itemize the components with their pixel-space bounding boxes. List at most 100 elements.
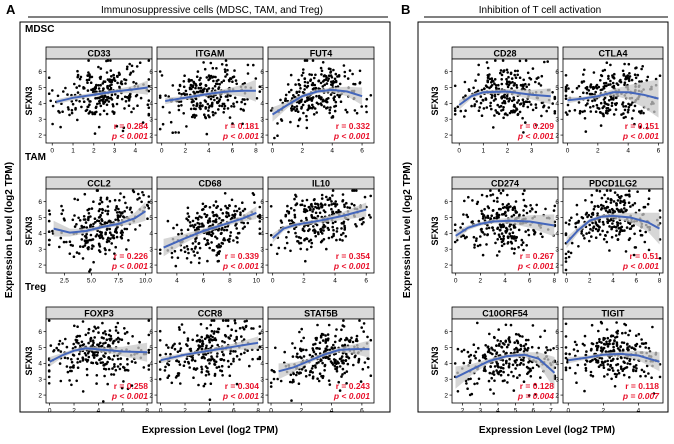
data-point [616,332,619,335]
data-point [74,108,77,111]
data-point [325,195,328,199]
data-point [61,209,65,212]
data-point [71,218,75,222]
data-point [102,342,105,345]
y-tick-label: 3 [555,247,559,254]
data-point [73,82,76,86]
data-point [519,358,523,362]
data-point [109,59,112,62]
data-point [540,74,544,78]
data-point [552,209,556,212]
data-point [106,209,110,213]
data-point [516,341,520,345]
data-point [303,77,307,80]
y-tick-label: 2 [260,262,264,269]
data-point [94,86,97,90]
data-point [594,110,598,113]
data-point [62,217,66,220]
data-point [332,358,336,361]
data-point [603,102,607,105]
data-point [524,82,527,86]
data-point [513,69,517,73]
data-point [138,61,142,64]
data-point [633,202,637,205]
data-point [183,246,186,249]
data-point [82,86,85,89]
data-point [467,355,471,358]
data-point [360,217,364,221]
data-point [283,350,287,354]
data-point [84,358,88,361]
data-point [618,233,621,236]
data-point [116,365,120,368]
data-point [634,334,638,338]
data-point [303,204,307,208]
x-tick-label: 2 [479,278,483,285]
data-point [634,343,637,347]
data-point [82,218,86,221]
data-point [86,89,90,92]
data-point [567,255,571,259]
data-point [516,376,519,380]
y-gene-label: SFXN3 [24,216,34,245]
data-point [598,337,601,341]
y-tick-label: 2 [260,132,264,139]
confidence-band [56,80,148,105]
data-point [483,233,486,236]
data-point [317,203,320,207]
data-point [171,344,175,347]
data-point [497,372,500,376]
data-point [501,189,505,192]
data-point [270,368,274,372]
data-point [585,87,589,91]
data-point [111,110,114,113]
data-point [331,225,335,229]
data-point [335,238,338,242]
data-point [141,191,144,194]
data-point [564,74,568,77]
data-point [170,256,174,259]
data-point [333,109,337,113]
data-point [590,215,593,219]
data-point [615,373,619,376]
data-point [330,235,334,239]
data-point [224,59,228,62]
data-point [279,379,283,383]
data-point [524,342,528,346]
data-point [327,236,331,240]
data-point [623,83,626,86]
data-point [604,350,608,353]
data-point [81,343,84,347]
data-point [226,359,230,363]
data-point [220,228,223,231]
data-point [640,109,643,113]
data-point [177,374,180,377]
data-point [320,197,324,200]
data-point [584,366,588,370]
data-point [100,231,103,234]
data-point [313,107,317,110]
data-point [339,337,343,341]
data-point [322,229,325,232]
data-point [113,79,117,82]
data-point [87,341,90,345]
data-point [196,251,199,254]
data-point [592,207,596,211]
data-point [306,108,310,112]
y-tick-label: 2 [555,392,559,399]
data-point [115,124,119,128]
data-point [258,205,262,209]
data-point [116,218,120,221]
data-point [87,246,90,249]
data-point [258,232,262,235]
data-point [82,215,86,218]
data-point [514,211,518,214]
data-point [602,223,605,226]
data-point [238,358,241,361]
data-point [527,394,531,397]
data-point [76,357,80,361]
data-point [528,100,531,104]
data-point [628,222,632,225]
data-point [472,86,475,90]
data-point [566,103,570,107]
